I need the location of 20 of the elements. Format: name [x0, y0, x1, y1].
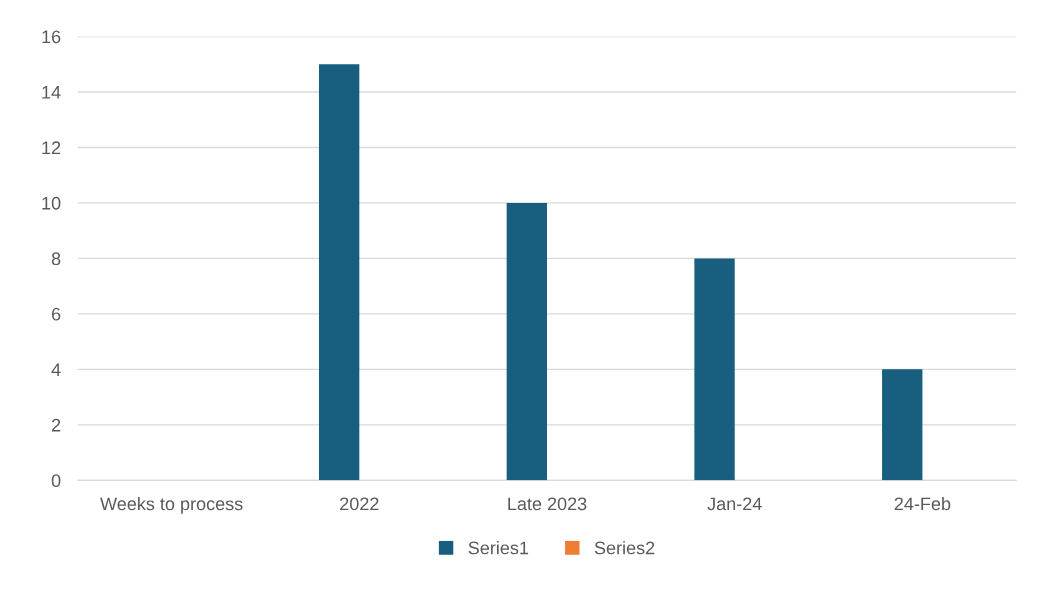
y-tick-label: 6: [51, 307, 61, 321]
y-tick-label: 16: [42, 30, 61, 44]
y-tick-label: 2: [51, 418, 61, 432]
x-tick-label: Late 2023: [508, 497, 587, 511]
x-tick-label: Jan-24: [707, 497, 762, 511]
y-tick-label: 12: [42, 141, 61, 154]
bar: [318, 64, 360, 481]
x-tick-label: 24-Feb: [894, 496, 951, 511]
x-tick-label: Weeks to process: [100, 496, 243, 514]
bar: [506, 202, 548, 481]
legend-label: Series2: [594, 541, 655, 555]
bar: [882, 369, 923, 481]
legend-label: Series1: [468, 541, 529, 555]
y-tick-label: 8: [51, 252, 61, 266]
bar: [694, 258, 735, 481]
y-tick-label: 14: [42, 86, 61, 99]
y-tick-label: 0: [51, 474, 61, 488]
y-tick-label: 10: [42, 196, 61, 210]
y-tick-label: 4: [51, 363, 61, 376]
x-tick-label: 2022: [340, 497, 379, 511]
